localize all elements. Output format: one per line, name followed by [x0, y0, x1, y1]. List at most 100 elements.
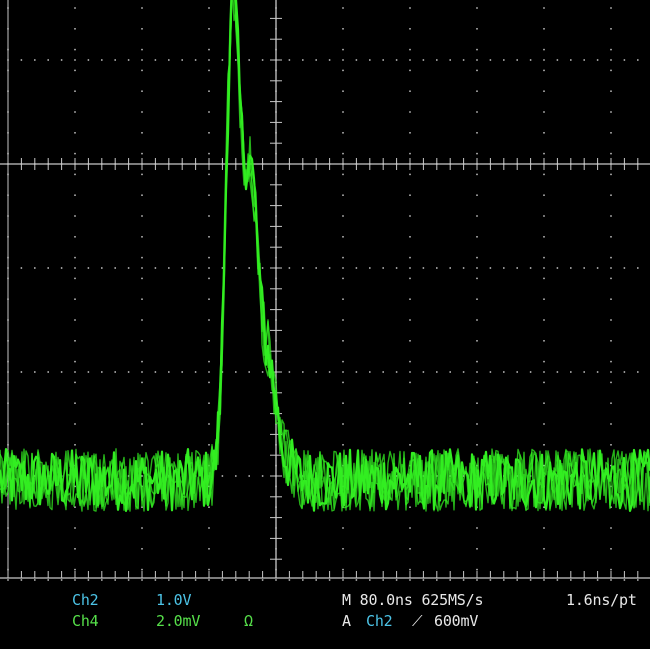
grid-dot: [208, 48, 210, 51]
grid-dot: [610, 111, 612, 113]
grid-dot: [328, 267, 331, 269]
grid-dot: [610, 579, 612, 581]
grid-dot: [543, 464, 545, 467]
grid-dot: [74, 173, 76, 176]
grid-dot: [409, 277, 411, 280]
grid-dot: [529, 371, 532, 373]
grid-dot: [208, 423, 210, 425]
grid-dot: [235, 475, 237, 477]
ch4-label: Ch4: [72, 612, 99, 630]
grid-dot: [395, 267, 398, 269]
grid-dot: [208, 506, 210, 508]
grid-dot: [288, 267, 291, 269]
grid-dot: [409, 215, 411, 217]
grid-dot: [74, 277, 76, 280]
grid-dot: [449, 59, 451, 61]
grid-dot: [462, 475, 465, 477]
grid-dot: [141, 527, 143, 529]
grid-dot: [74, 402, 76, 404]
grid-dot: [409, 132, 411, 134]
grid-dot: [248, 579, 250, 581]
ohm-coupling-icon: Ω: [244, 612, 253, 630]
grid-dot: [422, 59, 425, 61]
grid-dot: [436, 59, 438, 61]
grid-dot: [208, 402, 210, 404]
grid-dot: [610, 506, 612, 508]
grid-dot: [476, 236, 478, 238]
grid-dot: [261, 475, 264, 477]
grid-dot: [342, 371, 344, 373]
grid-dot: [141, 423, 143, 425]
grid-dot: [342, 173, 344, 176]
grid-dot: [610, 548, 612, 550]
grid-dot: [194, 579, 197, 581]
grid-dot: [503, 371, 505, 373]
grid-dot: [328, 475, 331, 477]
grid-dot: [409, 267, 411, 269]
grid-dot: [462, 59, 465, 61]
grid-dot: [20, 59, 23, 61]
grid-dot: [436, 579, 438, 581]
grid-dot: [342, 568, 344, 571]
grid-dot: [342, 194, 344, 196]
ch2-scale: 1.0V: [156, 591, 192, 609]
grid-dot: [395, 579, 398, 581]
grid-dot: [141, 59, 143, 61]
grid-dot: [208, 28, 210, 30]
grid-dot: [141, 111, 143, 113]
grid-dot: [409, 173, 411, 176]
grid-dot: [208, 7, 210, 9]
grid-dot: [503, 59, 505, 61]
grid-dot: [543, 59, 545, 61]
grid-dot: [476, 111, 478, 113]
grid-dot: [610, 90, 612, 92]
grid-dot: [543, 402, 545, 404]
grid-dot: [101, 371, 103, 373]
ch4-scale: 2.0mV: [156, 612, 201, 630]
grid-dot: [208, 568, 210, 571]
grid-dot: [355, 371, 358, 373]
grid-dot: [476, 548, 478, 550]
grid-dot: [610, 132, 612, 134]
grid-dot: [476, 152, 478, 155]
grid-dot: [355, 267, 358, 269]
grid-dot: [409, 7, 411, 9]
grid-dot: [610, 256, 612, 259]
grid-dot: [34, 579, 36, 581]
grid-dot: [342, 256, 344, 259]
grid-dot: [543, 90, 545, 92]
grid-dot: [449, 579, 451, 581]
grid-dot: [409, 381, 411, 384]
grid-dot: [409, 579, 411, 581]
grid-dot: [503, 267, 505, 269]
grid-dot: [154, 267, 157, 269]
grid-dot: [342, 28, 344, 30]
grid-dot: [476, 7, 478, 9]
grid-dot: [543, 360, 545, 363]
grid-dot: [610, 194, 612, 196]
grid-dot: [476, 381, 478, 384]
grid-dot: [409, 69, 411, 72]
grid-dot: [583, 59, 585, 61]
grid-dot: [74, 506, 76, 508]
grid-dot: [342, 132, 344, 134]
ch4-trace-sweep: [0, 0, 650, 512]
ch4-trace-sweep: [0, 0, 650, 512]
grid-dot: [141, 568, 143, 571]
grid-dot: [288, 371, 291, 373]
grid-dot: [208, 267, 210, 269]
grid-dot: [7, 579, 9, 581]
grid-dot: [74, 256, 76, 259]
grid-dot: [596, 59, 599, 61]
grid-dot: [342, 59, 344, 61]
grid-dot: [543, 28, 545, 30]
grid-dot: [74, 319, 76, 321]
grid-dot: [208, 340, 210, 342]
grid-dot: [74, 152, 76, 155]
grid-dot: [248, 371, 250, 373]
grid-dot: [261, 267, 264, 269]
grid-dot: [141, 340, 143, 342]
grid-dot: [288, 579, 291, 581]
grid-dot: [208, 194, 210, 196]
grid-dot: [141, 360, 143, 363]
